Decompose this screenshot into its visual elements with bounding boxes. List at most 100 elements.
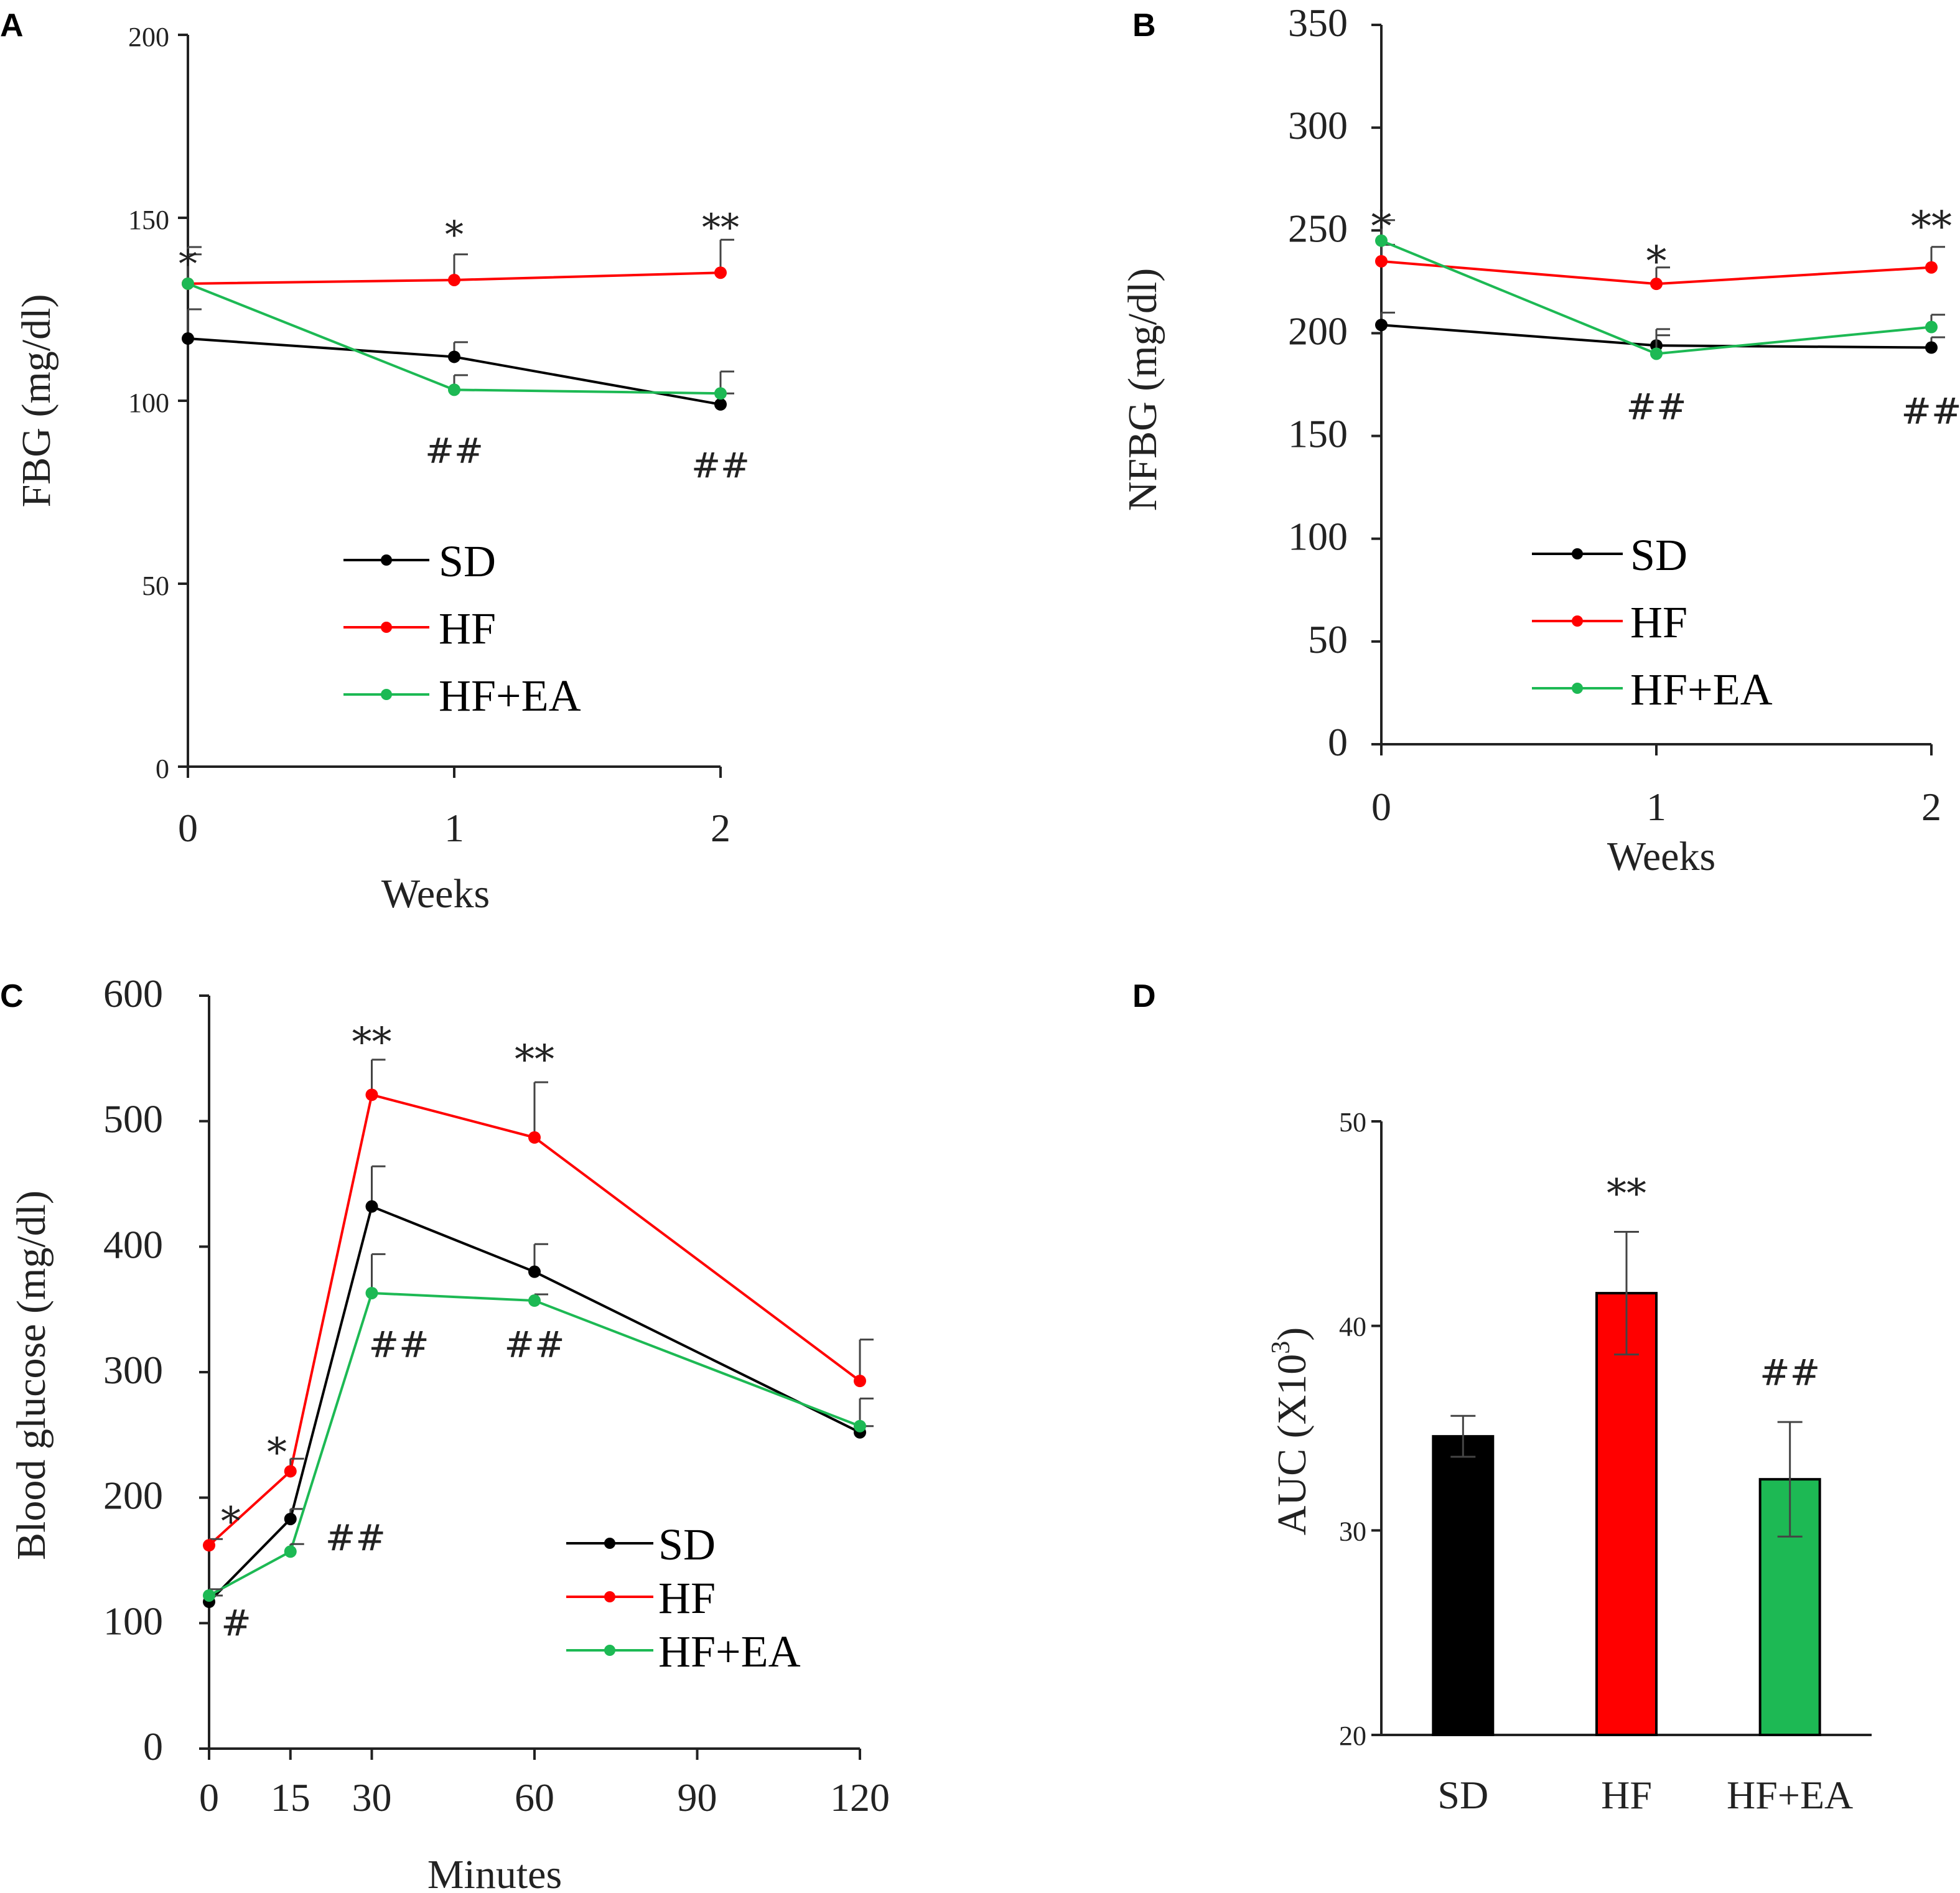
significance-star-label: * [1646,238,1667,286]
y-tick-label: 200 [1288,309,1348,353]
legend-marker-hf-ea [604,1645,615,1656]
significance-hash-label: ## [691,446,750,486]
x-tick-label: 1 [444,806,464,850]
y-tick-label: 350 [1288,1,1348,45]
y-axis-title: NFBG (mg/dl) [1120,268,1165,512]
legend-label-sd: SD [439,536,496,586]
y-tick-label: 40 [1339,1312,1366,1342]
y-tick-label: 50 [142,571,169,601]
significance-star-label: * [267,1430,287,1476]
data-point-hf-ea [1925,320,1938,334]
x-category-label-hf: HF [1601,1773,1652,1817]
y-tick-label: 300 [1288,103,1348,147]
bar-hf [1595,1292,1658,1737]
y-tick-label: 150 [1288,412,1348,456]
significance-hash-label: ## [325,1517,386,1559]
significance-hash-label: ## [1760,1352,1820,1394]
data-point-hf [284,1465,297,1478]
y-tick-label: 0 [143,1724,163,1769]
data-point-hf-ea [284,1545,297,1558]
bar-hf-ea [1758,1478,1821,1737]
panel-d-auc-bar-chart: D 20 30 40 50 SD HF HF+EA AUC (X103) ** ## [1132,978,1872,1817]
significance-hash-label: ## [504,1324,564,1366]
x-tick-label: 2 [1921,785,1941,829]
data-point-hf-ea [1375,234,1388,247]
panel-letter-c: C [0,978,24,1014]
x-tick-label: 2 [711,806,730,850]
y-tick-label: 200 [128,22,169,52]
data-point-sd [284,1512,297,1525]
significance-star-label: ** [702,206,739,250]
legend-label-hf-ea: HF+EA [1630,665,1773,714]
significance-star-label: ** [1607,1171,1646,1217]
panel-letter-b: B [1132,7,1156,44]
legend-marker-hf-ea [381,689,392,700]
y-tick-label: 0 [156,754,169,784]
legend-label-hf: HF [439,604,496,653]
significance-hash-label: ## [425,431,483,472]
significance-hash-label: ## [368,1324,429,1366]
x-axis-title: Weeks [381,871,490,917]
significance-star-label: * [445,213,464,257]
x-tick-label: 1 [1646,785,1666,829]
y-axis-title: AUC (X103) [1267,1327,1315,1535]
data-point-hf [1375,255,1388,268]
significance-star-label: * [179,243,197,286]
legend-label-hf: HF [658,1573,716,1623]
legend-label-sd: SD [1630,530,1687,580]
data-point-sd [448,350,460,363]
legend-marker-sd [381,554,392,566]
significance-star-label: ** [515,1037,554,1083]
x-tick-label: 0 [1371,785,1391,829]
y-tick-label: 500 [103,1097,163,1141]
significance-star-label: ** [1911,202,1952,250]
data-point-sd [714,398,727,411]
y-tick-label: 50 [1308,617,1348,661]
panel-b-nfbg-chart: B 0 50 100 150 200 250 300 350 0 1 2 Weeks NFBG (mg/d… [1120,1,1960,879]
y-tick-label: 400 [103,1222,163,1266]
data-point-hf-ea [1650,347,1663,360]
data-point-hf [528,1131,541,1144]
y-tick-label: 200 [103,1474,163,1518]
significance-star-label: * [221,1499,241,1545]
y-axis-title-main: AUC (X10 [1269,1354,1315,1536]
data-point-sd [182,332,194,345]
panel-letter-d: D [1132,978,1156,1014]
panel-c-blood-glucose-chart: C 0 100 200 300 400 500 600 0 15 30 60 90 120 Minutes B… [0,971,890,1893]
data-point-hf-ea [854,1419,866,1433]
legend-label-hf: HF [1630,597,1687,647]
data-point-hf-ea [528,1294,541,1307]
data-point-hf-ea [365,1286,378,1299]
legend-marker-hf-ea [1572,683,1583,694]
legend-marker-hf [381,622,392,633]
panel-letter-a: A [0,7,24,44]
x-tick-label: 90 [678,1775,717,1820]
x-tick-label: 0 [199,1775,219,1820]
legend-label-hf-ea: HF+EA [658,1627,801,1676]
data-point-hf [365,1088,378,1101]
y-tick-label: 250 [1288,206,1348,250]
data-point-hf [1925,261,1938,274]
x-tick-label: 0 [178,806,198,850]
legend-label-sd: SD [658,1520,716,1569]
x-tick-label: 120 [830,1775,890,1820]
data-point-hf [854,1375,866,1388]
data-point-hf-ea [203,1589,215,1602]
y-axis-title-close: ) [1269,1327,1315,1341]
x-tick-label: 30 [352,1775,392,1820]
y-tick-label: 600 [103,971,163,1016]
x-axis-title: Minutes [427,1852,562,1893]
x-category-label-sd: SD [1437,1773,1488,1817]
y-tick-label: 100 [128,388,169,418]
data-point-sd [1925,341,1938,354]
legend-label-hf-ea: HF+EA [439,671,581,721]
significance-star-label: ** [352,1019,392,1065]
x-axis-title: Weeks [1607,834,1715,879]
y-tick-label: 0 [1328,720,1348,764]
series-line-hf [208,1093,861,1546]
data-point-sd [365,1200,378,1213]
data-point-sd [1375,319,1388,332]
data-point-hf [714,266,727,279]
y-tick-label: 100 [103,1599,163,1643]
